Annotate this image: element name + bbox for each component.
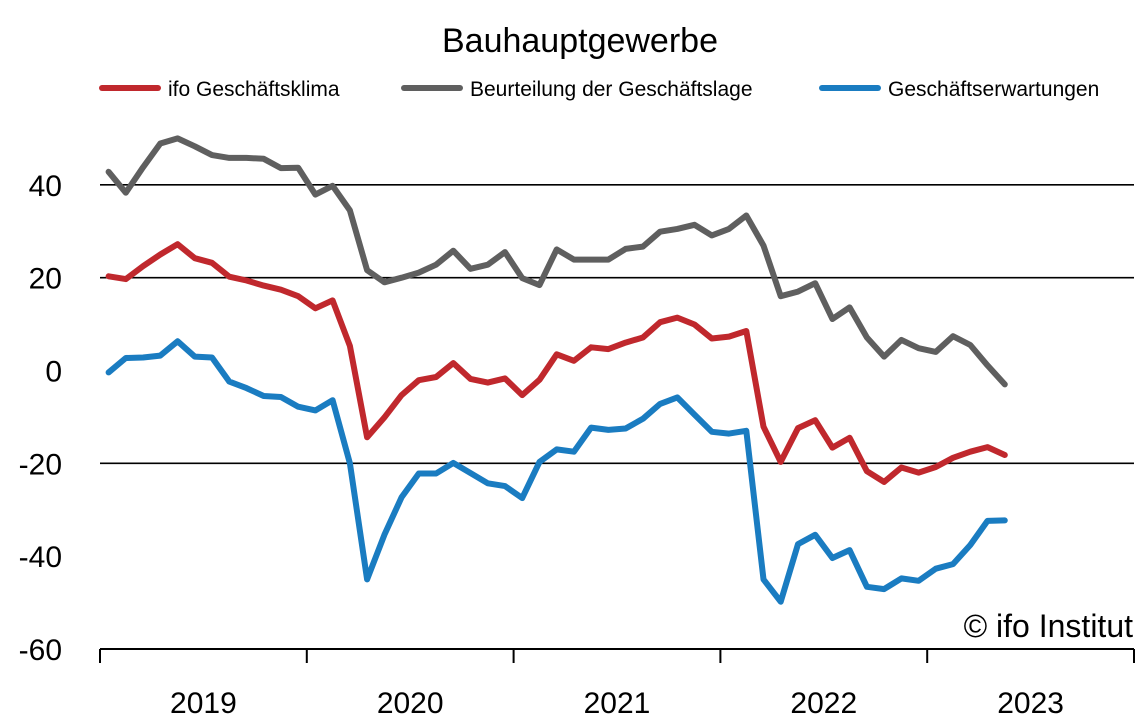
x-tick-label-2020: 2020: [377, 687, 444, 720]
x-tick-label-2021: 2021: [584, 687, 651, 720]
y-tick-label-1: -40: [19, 541, 62, 574]
series-line-2: [105, 338, 1008, 605]
legend-label-0: ifo Geschäftsklima: [168, 78, 340, 101]
y-tick-label-4: 20: [29, 263, 62, 296]
series-lines: [105, 135, 1008, 605]
y-tick-label-2: -20: [19, 448, 62, 481]
y-axis: -60 -40 -20 0 20 40: [19, 170, 62, 667]
y-tick-label-0: -60: [19, 634, 62, 667]
y-tick-label-3: 0: [45, 356, 62, 389]
series-line-1: [105, 135, 1008, 388]
y-tick-label-5: 40: [29, 170, 62, 203]
chart-title: Bauhauptgewerbe: [442, 22, 718, 60]
legend: ifo Geschäftsklima Beurteilung der Geschä…: [99, 78, 1099, 101]
legend-label-2: Geschäftserwartungen: [888, 78, 1099, 101]
legend-label-1: Beurteilung der Geschäftslage: [470, 78, 753, 101]
series-line-0: [105, 241, 1008, 485]
copyright-annotation: © ifo Institut: [964, 608, 1134, 644]
x-tick-label-2022: 2022: [790, 687, 857, 720]
gridlines: [100, 184, 1134, 465]
x-tick-label-2023: 2023: [997, 687, 1064, 720]
x-axis: 2019 2020 2021 2022 2023: [99, 648, 1135, 720]
x-tick-label-2019: 2019: [170, 687, 237, 720]
